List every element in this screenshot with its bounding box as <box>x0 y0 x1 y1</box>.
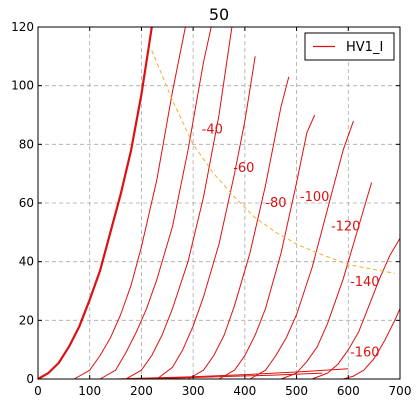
curve-label: -140 <box>350 275 380 290</box>
plot-area <box>38 27 400 379</box>
curve-label: -100 <box>300 190 330 205</box>
series-line <box>125 26 233 380</box>
x-tick-label: 400 <box>233 384 256 398</box>
series-line <box>280 182 373 380</box>
x-tick-label: 0 <box>34 384 42 398</box>
y-tick-label: 60 <box>19 196 34 210</box>
curve-label: -40 <box>202 123 223 138</box>
series-line <box>115 368 349 380</box>
curve-label: -60 <box>233 161 254 176</box>
series-line <box>187 76 290 380</box>
chart-title: 50 <box>209 5 229 24</box>
x-tick-label: 500 <box>285 384 308 398</box>
series-line <box>218 114 316 380</box>
legend-label: HV1_I <box>346 40 383 55</box>
x-tick-label: 100 <box>78 384 101 398</box>
axis-ticks: 0 100 200 300 400 500 600 700 0 20 40 60 80 100 120 <box>11 20 411 398</box>
plate-curves <box>37 26 401 380</box>
curve-label: -80 <box>265 196 286 211</box>
y-tick-label: 120 <box>11 20 34 34</box>
y-tick-label: 0 <box>26 372 34 386</box>
y-tick-label: 100 <box>11 79 34 93</box>
curve-labels: -40 -60 -80 -100-120 -140 -160 <box>202 123 380 361</box>
curve-label: -160 <box>350 346 380 361</box>
x-tick-label: 600 <box>337 384 360 398</box>
series-line-hv1-i <box>37 26 153 380</box>
series-line <box>156 56 256 380</box>
series-line <box>99 26 212 380</box>
dissipation-line <box>151 50 395 274</box>
x-tick-label: 700 <box>389 384 412 398</box>
x-tick-label: 200 <box>130 384 153 398</box>
y-tick-label: 40 <box>19 255 34 269</box>
series-line <box>73 26 186 380</box>
series-line <box>141 372 323 380</box>
series-line <box>342 308 401 380</box>
dissipation-curve <box>151 50 395 274</box>
x-tick-label: 300 <box>182 384 205 398</box>
y-tick-label: 80 <box>19 137 34 151</box>
curve-label: -120 <box>331 219 361 234</box>
legend: HV1_I <box>304 32 395 61</box>
series-line <box>249 120 354 380</box>
y-tick-label: 20 <box>19 313 34 327</box>
